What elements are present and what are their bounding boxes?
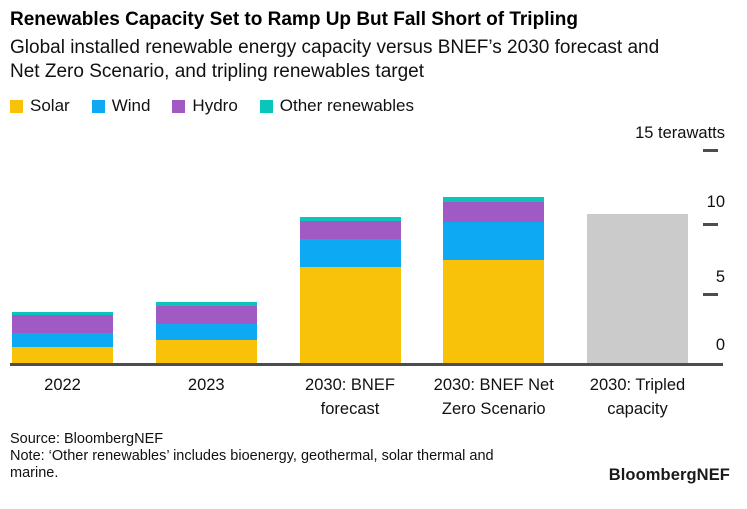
y-axis-label-10: 10 [706, 193, 725, 211]
bar-segment-solar [443, 260, 545, 363]
bar-segment-wind [443, 222, 545, 261]
legend-item-hydro: Hydro [172, 96, 238, 116]
legend-item-wind: Wind [91, 96, 151, 116]
chart-subtitle-line2: Net Zero Scenario, and tripling renewabl… [10, 61, 425, 83]
bar-2030-bnef-forecast [299, 217, 401, 363]
y-axis-tick-15 [703, 149, 718, 152]
bar-segment-hydro [443, 201, 545, 223]
chart-subtitle: Global installed renewable energy capaci… [10, 36, 744, 84]
x-axis-label-2022: 2022 [44, 376, 81, 394]
bar-segment-wind [12, 333, 113, 347]
bar-segment-hydro [12, 315, 113, 334]
bar-segment-solar [155, 340, 257, 363]
x-axis-label-2030-bnef-forecast: 2030: BNEF forecast [305, 376, 395, 418]
note-text-line1: Note: ‘Other renewables’ includes bioene… [10, 448, 494, 464]
bar-segment-solar [12, 346, 113, 363]
note-text: Note: ‘Other renewables’ includes bioene… [10, 448, 494, 482]
y-axis-tick-5 [703, 293, 718, 296]
bar-segment-other-renewables [443, 197, 545, 202]
y-axis-label-5: 5 [715, 268, 725, 286]
legend-item-other-renewables: Other renewables [259, 96, 414, 116]
bar-segment-wind [299, 238, 401, 268]
chart-subtitle-line1: Global installed renewable energy capaci… [10, 37, 660, 58]
bar-segment-other-renewables [12, 311, 113, 316]
y-axis-label-0: 0 [715, 336, 725, 354]
bar-segment-hydro [155, 305, 257, 325]
bar-segment-wind [155, 324, 257, 341]
legend-label: Hydro [192, 96, 238, 115]
bloombergnef-logo: BloombergNEF [608, 466, 730, 484]
legend-swatch-solar [10, 99, 23, 113]
x-axis-label-2030-tripled-capacity: 2030: Tripled capacity [589, 376, 686, 418]
bar-2030-tripled-capacity [587, 213, 688, 363]
bar-segment-other-renewables [299, 217, 401, 222]
bar-segment-other-renewables [155, 301, 257, 306]
bar-segment-tripled-capacity-target [587, 213, 688, 363]
legend-label: Other renewables [279, 96, 414, 115]
x-axis-baseline [10, 363, 723, 366]
legend-label: Solar [30, 96, 70, 115]
x-axis-label-2023: 2023 [187, 376, 225, 394]
bar-segment-hydro [299, 221, 401, 239]
legend-swatch-wind [91, 99, 105, 113]
plot-area [12, 197, 688, 363]
bar-2030-bnef-net-zero-scenario [443, 197, 545, 363]
page-title: Renewables Capacity Set to Ramp Up But F… [10, 9, 578, 30]
bar-segment-solar [299, 267, 401, 363]
legend-item-solar: Solar [10, 96, 70, 116]
bar-2022 [12, 311, 113, 363]
legend-swatch-hydro [172, 99, 186, 113]
y-axis-label-15: 15 terawatts [635, 124, 725, 142]
note-text-line2: marine. [10, 465, 59, 482]
source-text: Source: BloombergNEF [10, 431, 164, 447]
x-axis-label-2030-bnef-net-zero-scenario: 2030: BNEF Net Zero Scenario [433, 376, 554, 418]
bar-2023 [155, 301, 257, 363]
y-axis-tick-10 [703, 223, 718, 226]
legend: Solar Wind Hydro Other renewables [10, 96, 414, 116]
legend-swatch-other-renewables [259, 99, 273, 113]
legend-label: Wind [111, 96, 151, 115]
